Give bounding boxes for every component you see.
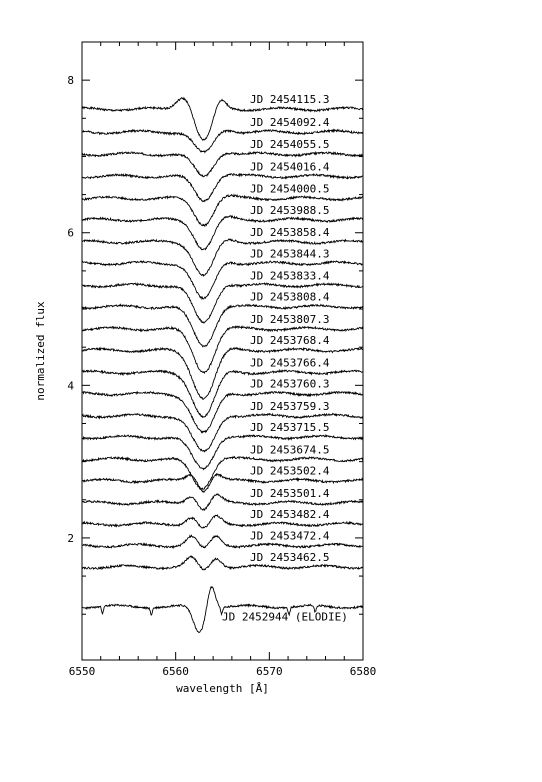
- spectrum-label: JD 2454115.3: [250, 93, 329, 106]
- spectrum-line: [81, 472, 364, 494]
- spectrum-label: JD 2453674.5: [250, 443, 329, 456]
- spectrum-label: JD 2452944 (ELODIE): [222, 611, 348, 624]
- spectrum-line: [81, 172, 364, 203]
- spectrum-line: [81, 260, 364, 301]
- spectrum-line: [81, 346, 364, 400]
- spectrum-line: [81, 282, 364, 324]
- spectrum-label: JD 2454016.4: [250, 160, 330, 173]
- spectrum-line: [81, 193, 364, 227]
- y-tick-label: 2: [67, 532, 74, 545]
- spectrum-line: [81, 150, 364, 178]
- spectrum-label: JD 2453768.4: [250, 334, 330, 347]
- spectrum-label: JD 2453759.3: [250, 400, 329, 413]
- spectrum-label: JD 2453808.4: [250, 291, 330, 304]
- spectrum-line: [81, 368, 364, 419]
- spectrum-label: JD 2453988.5: [250, 204, 329, 217]
- spectrum-label: JD 2454092.4: [250, 116, 330, 129]
- x-tick-label: 6550: [69, 665, 96, 678]
- spectrum-line: [81, 534, 364, 550]
- spectrum-line: [81, 585, 364, 634]
- y-tick-label: 6: [67, 227, 74, 240]
- spectrum-line: [81, 390, 364, 434]
- y-tick-label: 8: [67, 74, 74, 87]
- spectrum-label: JD 2453760.3: [250, 378, 329, 391]
- axes: 6550 6560 6570 6580 2 4 6 8 wavelength [Å] normal…: [34, 41, 377, 695]
- spectrum-label: JD 2453482.4: [250, 508, 330, 521]
- x-axis-label: wavelength [Å]: [176, 682, 269, 695]
- spectrum-line: [81, 215, 364, 251]
- spectrum-line: [81, 324, 364, 375]
- spectrum-label: JD 2453844.3: [250, 247, 329, 260]
- spectrum-label: JD 2453833.4: [250, 269, 330, 282]
- spectrum-line: [81, 96, 363, 142]
- spectrum-line: [81, 455, 364, 491]
- y-tick-label: 4: [67, 379, 74, 392]
- spectrum-line: [81, 412, 364, 453]
- spectrum-label: JD 2453501.4: [250, 487, 330, 500]
- spectrum-line: [81, 514, 364, 529]
- spectrum-line: [81, 493, 364, 512]
- spectrum-label: JD 2453472.4: [250, 530, 330, 543]
- spectra-group: [81, 96, 364, 634]
- y-axis-label: normalized flux: [34, 301, 47, 401]
- spectrum-label: JD 2453766.4: [250, 356, 330, 369]
- x-tick-label: 6580: [350, 665, 377, 678]
- spectrum-line: [81, 238, 364, 278]
- spectrum-label: JD 2454055.5: [250, 138, 329, 151]
- spectrum-label: JD 2453807.3: [250, 313, 329, 326]
- spectrum-label: JD 2453462.5: [250, 551, 329, 564]
- spectrum-label: JD 2454000.5: [250, 182, 329, 195]
- spectrum-label: JD 2453858.4: [250, 226, 330, 239]
- spectrum-line: [81, 303, 364, 348]
- spectrum-line: [81, 555, 364, 571]
- spectrum-label: JD 2453502.4: [250, 465, 330, 478]
- x-tick-label: 6560: [162, 665, 189, 678]
- spectrum-line: [81, 433, 364, 471]
- spectrum-line: [81, 128, 364, 154]
- x-tick-label: 6570: [256, 665, 283, 678]
- spectrum-labels: JD 2454115.3 JD 2454092.4 JD 2454055.5 JD 2…: [222, 93, 348, 623]
- spectrum-label: JD 2453715.5: [250, 421, 329, 434]
